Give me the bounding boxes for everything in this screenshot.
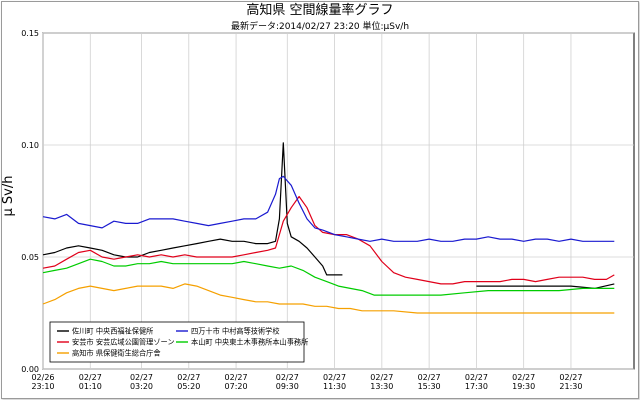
- x-tick-time: 15:30: [418, 382, 441, 391]
- x-tick-time: 09:30: [276, 382, 299, 391]
- x-tick-date: 02/27: [177, 373, 200, 382]
- x-tick-time: 17:30: [465, 382, 488, 391]
- y-tick-label: 0.00: [21, 365, 39, 374]
- x-tick-date: 02/27: [323, 373, 346, 382]
- x-tick-date: 02/27: [276, 373, 299, 382]
- x-tick-date: 02/27: [225, 373, 248, 382]
- x-tick-time: 19:30: [512, 382, 535, 391]
- x-tick-date: 02/26: [31, 373, 54, 382]
- x-tick-date: 02/27: [370, 373, 393, 382]
- x-tick-time: 23:10: [31, 382, 54, 391]
- y-tick-label: 0.15: [21, 29, 39, 38]
- x-tick-time: 21:30: [559, 382, 582, 391]
- x-tick-time: 05:20: [177, 382, 200, 391]
- y-axis-ticks: 0.00 0.05 0.10 0.15: [21, 29, 39, 374]
- plot-area: [42, 32, 635, 370]
- x-tick-date: 02/27: [418, 373, 441, 382]
- x-tick-date: 02/27: [559, 373, 582, 382]
- legend-label: 本山町 中央東土木事務所本山事務所: [191, 338, 308, 347]
- x-tick-date: 02/27: [130, 373, 153, 382]
- x-tick-time: 01:10: [79, 382, 102, 391]
- grid-lines: [42, 32, 634, 370]
- series-line-3: [42, 175, 615, 242]
- x-tick-date: 02/27: [79, 373, 102, 382]
- y-tick-label: 0.05: [21, 253, 39, 262]
- x-tick-time: 03:20: [130, 382, 153, 391]
- legend-label: 高知市 県保健衛生総合庁舎: [72, 349, 161, 358]
- x-axis-ticks: 02/2623:1002/2701:1002/2703:2002/2705:20…: [31, 373, 582, 391]
- x-tick-date: 02/27: [512, 373, 535, 382]
- series-lines: [42, 142, 615, 314]
- x-tick-time: 13:30: [370, 382, 393, 391]
- series-line-0: [42, 142, 343, 276]
- chart-title: 高知県 空間線量率グラフ: [246, 2, 393, 18]
- legend-label: 四万十市 中村高等技術学校: [191, 327, 280, 336]
- y-tick-label: 0.10: [21, 141, 39, 150]
- x-tick-time: 11:30: [323, 382, 346, 391]
- y-axis-label: μ Sv/h: [1, 176, 16, 217]
- chart-subtitle: 最新データ:2014/02/27 23:20 単位:μSv/h: [231, 20, 409, 32]
- legend-label: 佐川町 中央西福祉保健所: [72, 327, 153, 336]
- x-tick-time: 07:20: [225, 382, 248, 391]
- legend-label: 安芸市 安芸広域公園管理ゾーン: [72, 338, 175, 347]
- series-line-2: [42, 283, 615, 314]
- series-line-4: [42, 258, 615, 296]
- x-tick-date: 02/27: [465, 373, 488, 382]
